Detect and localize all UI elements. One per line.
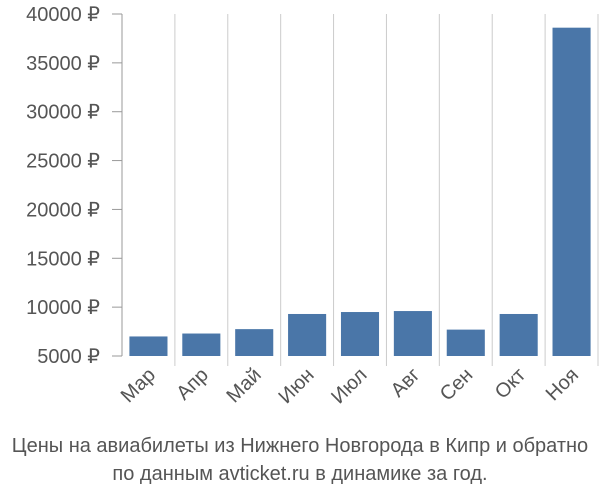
y-tick-label: 5000 ₽ (37, 346, 100, 368)
bars (129, 27, 591, 357)
x-tick-label: Окт (491, 364, 530, 403)
x-tick-label: Июл (327, 364, 371, 408)
y-tick-label: 35000 ₽ (26, 53, 100, 75)
x-tick-label: Ноя (542, 364, 583, 405)
chart-caption-line-1: Цены на авиабилеты из Нижнего Новгорода … (11, 435, 589, 457)
y-tick-label: 20000 ₽ (26, 199, 100, 221)
y-tick-label: 10000 ₽ (26, 297, 100, 319)
x-tick-label: Апр (172, 364, 213, 405)
bar-chart: 5000 ₽ 10000 ₽ 15000 ₽ 20000 ₽ 25000 ₽ 30000 … (26, 4, 599, 408)
bar-Авг (393, 311, 432, 356)
bar-Окт (499, 313, 538, 356)
axes (112, 13, 123, 357)
bar-Сен (446, 329, 485, 356)
chart-caption-line-2: по данным avticket.ru в динамике за год. (112, 463, 488, 485)
x-tick-label: Июн (275, 364, 319, 408)
x-tick-label: Авг (387, 364, 425, 402)
x-tick-label: Май (222, 364, 265, 407)
bar-Ноя (552, 27, 591, 357)
y-tick-label: 25000 ₽ (26, 151, 100, 173)
bar-Апр (182, 333, 221, 356)
x-tick-label: Сен (436, 364, 477, 405)
grid (174, 14, 599, 366)
x-tick-label: Мар (117, 364, 160, 407)
bar-Май (235, 329, 274, 356)
y-tick-label: 40000 ₽ (26, 4, 100, 26)
bar-Июн (288, 313, 327, 356)
x-axis-tick-labels: Мар Апр Май Июн Июл Авг Сен Окт Ноя (117, 364, 583, 408)
y-tick-label: 15000 ₽ (26, 248, 100, 270)
y-tick-label: 30000 ₽ (26, 102, 100, 124)
y-axis-tick-labels: 5000 ₽ 10000 ₽ 15000 ₽ 20000 ₽ 25000 ₽ 30000 … (26, 4, 100, 368)
bar-Июл (340, 312, 380, 356)
bar-Мар (129, 336, 168, 356)
